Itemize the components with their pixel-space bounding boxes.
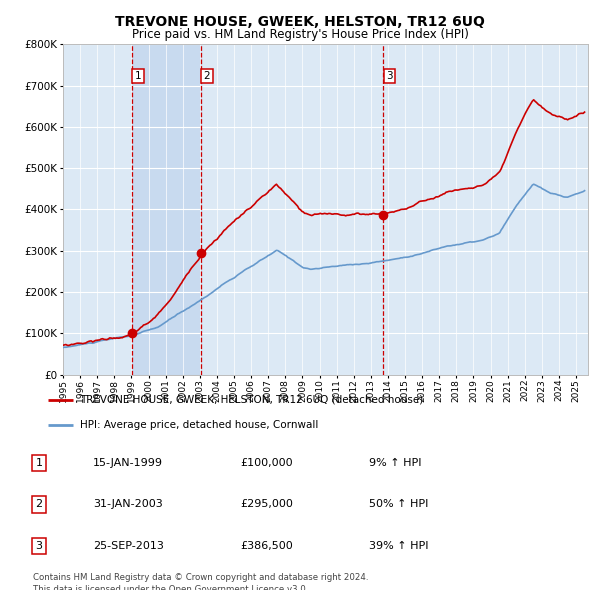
Text: TREVONE HOUSE, GWEEK, HELSTON, TR12 6UQ (detached house): TREVONE HOUSE, GWEEK, HELSTON, TR12 6UQ … — [80, 395, 424, 405]
Bar — [132, 44, 201, 375]
Text: Contains HM Land Registry data © Crown copyright and database right 2024.
This d: Contains HM Land Registry data © Crown c… — [33, 573, 368, 590]
Text: 15-JAN-1999: 15-JAN-1999 — [93, 458, 163, 468]
Text: 31-JAN-2003: 31-JAN-2003 — [93, 500, 163, 509]
Text: 25-SEP-2013: 25-SEP-2013 — [93, 541, 164, 550]
Text: 2: 2 — [35, 500, 43, 509]
Text: 1: 1 — [134, 71, 141, 81]
Text: £295,000: £295,000 — [240, 500, 293, 509]
Text: 9% ↑ HPI: 9% ↑ HPI — [369, 458, 421, 468]
Text: £100,000: £100,000 — [240, 458, 293, 468]
Text: Price paid vs. HM Land Registry's House Price Index (HPI): Price paid vs. HM Land Registry's House … — [131, 28, 469, 41]
Text: HPI: Average price, detached house, Cornwall: HPI: Average price, detached house, Corn… — [80, 420, 319, 430]
Text: 3: 3 — [386, 71, 392, 81]
Text: 1: 1 — [35, 458, 43, 468]
Text: 50% ↑ HPI: 50% ↑ HPI — [369, 500, 428, 509]
Text: 39% ↑ HPI: 39% ↑ HPI — [369, 541, 428, 550]
Text: TREVONE HOUSE, GWEEK, HELSTON, TR12 6UQ: TREVONE HOUSE, GWEEK, HELSTON, TR12 6UQ — [115, 15, 485, 29]
Text: 2: 2 — [204, 71, 211, 81]
Text: £386,500: £386,500 — [240, 541, 293, 550]
Text: 3: 3 — [35, 541, 43, 550]
